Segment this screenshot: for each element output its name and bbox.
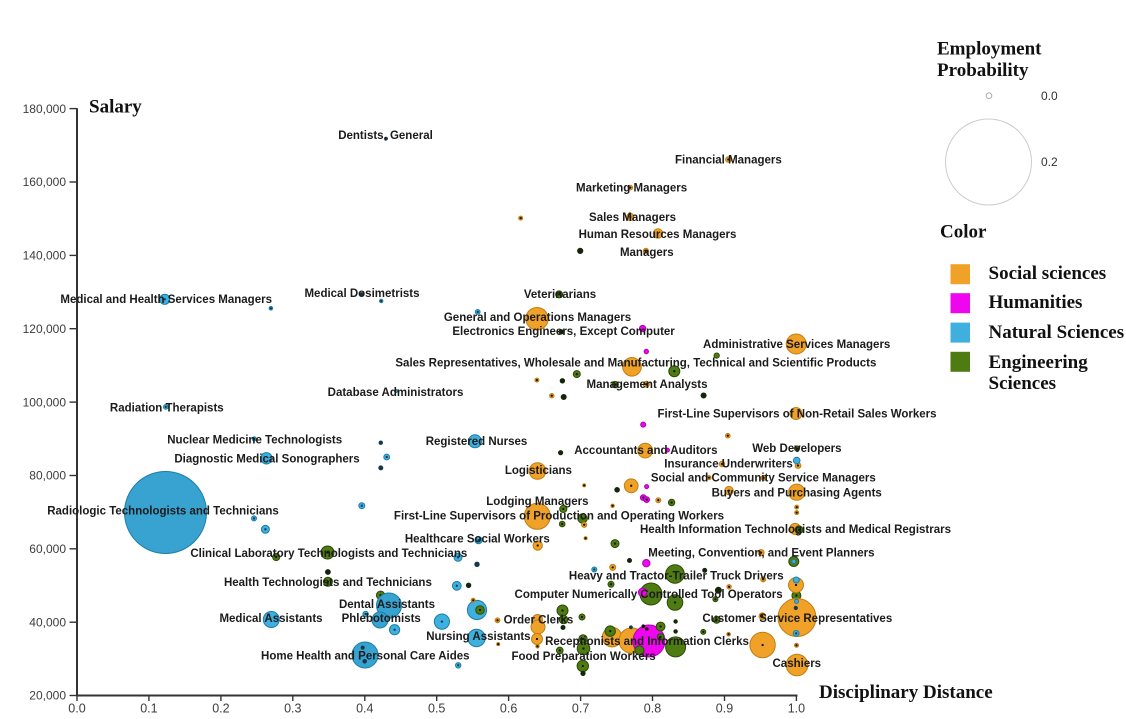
svg-text:Salary: Salary bbox=[89, 97, 142, 118]
svg-text:Web Developers: Web Developers bbox=[752, 443, 841, 455]
svg-text:Veterinarians: Veterinarians bbox=[524, 289, 596, 301]
svg-text:Sciences: Sciences bbox=[989, 373, 1057, 394]
svg-text:Electronics Engineers, Except: Electronics Engineers, Except Computer bbox=[452, 326, 675, 338]
svg-text:0.0: 0.0 bbox=[1041, 89, 1058, 103]
svg-text:60,000: 60,000 bbox=[29, 542, 66, 556]
svg-text:Food Preparation Workers: Food Preparation Workers bbox=[511, 651, 655, 663]
svg-text:0.3: 0.3 bbox=[284, 701, 301, 714]
svg-text:80,000: 80,000 bbox=[29, 469, 66, 483]
svg-text:0.1: 0.1 bbox=[140, 701, 157, 714]
svg-text:Dental Assistants: Dental Assistants bbox=[339, 599, 435, 611]
svg-text:Marketing Managers: Marketing Managers bbox=[576, 183, 687, 195]
svg-text:180,000: 180,000 bbox=[23, 102, 67, 116]
svg-text:Medical and Health Services Ma: Medical and Health Services Managers bbox=[60, 294, 272, 306]
svg-text:Receptionists and Information: Receptionists and Information Clerks bbox=[545, 636, 749, 648]
svg-text:Human Resources Managers: Human Resources Managers bbox=[579, 229, 737, 241]
svg-text:0.2: 0.2 bbox=[1041, 155, 1058, 169]
svg-text:Health Technologists and Techn: Health Technologists and Technicians bbox=[224, 577, 432, 589]
svg-text:Dentists, General: Dentists, General bbox=[338, 130, 433, 142]
svg-text:40,000: 40,000 bbox=[29, 615, 66, 629]
svg-text:Buyers and Purchasing Agents: Buyers and Purchasing Agents bbox=[712, 488, 882, 500]
svg-text:First-Line Supervisors of Non-: First-Line Supervisors of Non-Retail Sal… bbox=[657, 408, 936, 420]
svg-text:General and Operations Manager: General and Operations Managers bbox=[444, 312, 631, 324]
svg-text:Heavy and Tractor-Trailer Truc: Heavy and Tractor-Trailer Truck Drivers bbox=[569, 571, 784, 583]
svg-text:0.6: 0.6 bbox=[500, 701, 517, 714]
svg-text:Health Information Technologis: Health Information Technologists and Med… bbox=[640, 524, 951, 536]
svg-text:Natural Sciences: Natural Sciences bbox=[989, 322, 1125, 343]
svg-text:120,000: 120,000 bbox=[23, 322, 67, 336]
svg-text:100,000: 100,000 bbox=[23, 395, 67, 409]
svg-text:Healthcare Social Workers: Healthcare Social Workers bbox=[405, 534, 550, 546]
svg-text:Home Health and Personal Care: Home Health and Personal Care Aides bbox=[261, 650, 470, 662]
svg-text:20,000: 20,000 bbox=[29, 689, 66, 703]
svg-text:Cashiers: Cashiers bbox=[773, 658, 822, 670]
svg-text:Medical Dosimetrists: Medical Dosimetrists bbox=[304, 288, 419, 300]
svg-text:Accountants and Auditors: Accountants and Auditors bbox=[574, 445, 717, 457]
svg-text:0.4: 0.4 bbox=[356, 701, 373, 714]
svg-text:Color: Color bbox=[940, 222, 987, 243]
svg-text:Nursing Assistants: Nursing Assistants bbox=[426, 631, 530, 643]
svg-text:Insurance Underwriters: Insurance Underwriters bbox=[664, 459, 792, 471]
svg-text:Diagnostic Medical Sonographer: Diagnostic Medical Sonographers bbox=[174, 454, 359, 466]
svg-text:Lodging Managers: Lodging Managers bbox=[486, 496, 588, 508]
svg-text:0.0: 0.0 bbox=[68, 701, 85, 714]
svg-text:Logisticians: Logisticians bbox=[505, 465, 572, 477]
svg-text:Financial Managers: Financial Managers bbox=[675, 154, 782, 166]
svg-text:Administrative Services Manage: Administrative Services Managers bbox=[703, 339, 890, 351]
svg-text:First-Line Supervisors of Prod: First-Line Supervisors of Production and… bbox=[394, 511, 724, 523]
svg-text:Managers: Managers bbox=[620, 247, 674, 259]
svg-text:Sales Managers: Sales Managers bbox=[589, 212, 676, 224]
svg-text:Humanities: Humanities bbox=[989, 292, 1083, 313]
svg-text:0.9: 0.9 bbox=[716, 701, 733, 714]
svg-text:Medical Assistants: Medical Assistants bbox=[219, 613, 322, 625]
svg-text:1.0: 1.0 bbox=[788, 701, 805, 714]
svg-text:140,000: 140,000 bbox=[23, 249, 67, 263]
svg-text:Probability: Probability bbox=[937, 60, 1029, 81]
svg-text:Database Administrators: Database Administrators bbox=[328, 387, 464, 399]
svg-text:Radiation Therapists: Radiation Therapists bbox=[110, 402, 224, 414]
svg-text:160,000: 160,000 bbox=[23, 175, 67, 189]
svg-text:Customer Service Representativ: Customer Service Representatives bbox=[702, 613, 892, 625]
svg-text:0.8: 0.8 bbox=[644, 701, 661, 714]
svg-text:Computer Numerically Controlle: Computer Numerically Controlled Tool Ope… bbox=[515, 589, 783, 601]
svg-text:Meeting, Convention, and Event: Meeting, Convention, and Event Planners bbox=[648, 547, 874, 559]
svg-text:Disciplinary Distance: Disciplinary Distance bbox=[819, 682, 993, 703]
svg-text:Social and Community Service M: Social and Community Service Managers bbox=[651, 473, 876, 485]
svg-text:Engineering: Engineering bbox=[989, 352, 1089, 373]
svg-text:Radiologic Technologists and T: Radiologic Technologists and Technicians bbox=[47, 506, 279, 518]
svg-text:0.5: 0.5 bbox=[428, 701, 445, 714]
svg-text:0.7: 0.7 bbox=[572, 701, 589, 714]
svg-text:Nuclear Medicine Technologists: Nuclear Medicine Technologists bbox=[167, 434, 342, 446]
svg-text:Social sciences: Social sciences bbox=[989, 263, 1107, 284]
svg-text:0.2: 0.2 bbox=[212, 701, 229, 714]
svg-text:Sales Representatives, Wholesa: Sales Representatives, Wholesale and Man… bbox=[395, 357, 876, 369]
svg-text:Order Clerks: Order Clerks bbox=[504, 614, 574, 626]
svg-text:Registered Nurses: Registered Nurses bbox=[426, 436, 528, 448]
svg-text:Phlebotomists: Phlebotomists bbox=[342, 613, 421, 625]
svg-text:Management Analysts: Management Analysts bbox=[587, 379, 708, 391]
svg-text:Clinical Laboratory Technologi: Clinical Laboratory Technologists and Te… bbox=[190, 548, 467, 560]
svg-text:Employment: Employment bbox=[937, 39, 1042, 60]
